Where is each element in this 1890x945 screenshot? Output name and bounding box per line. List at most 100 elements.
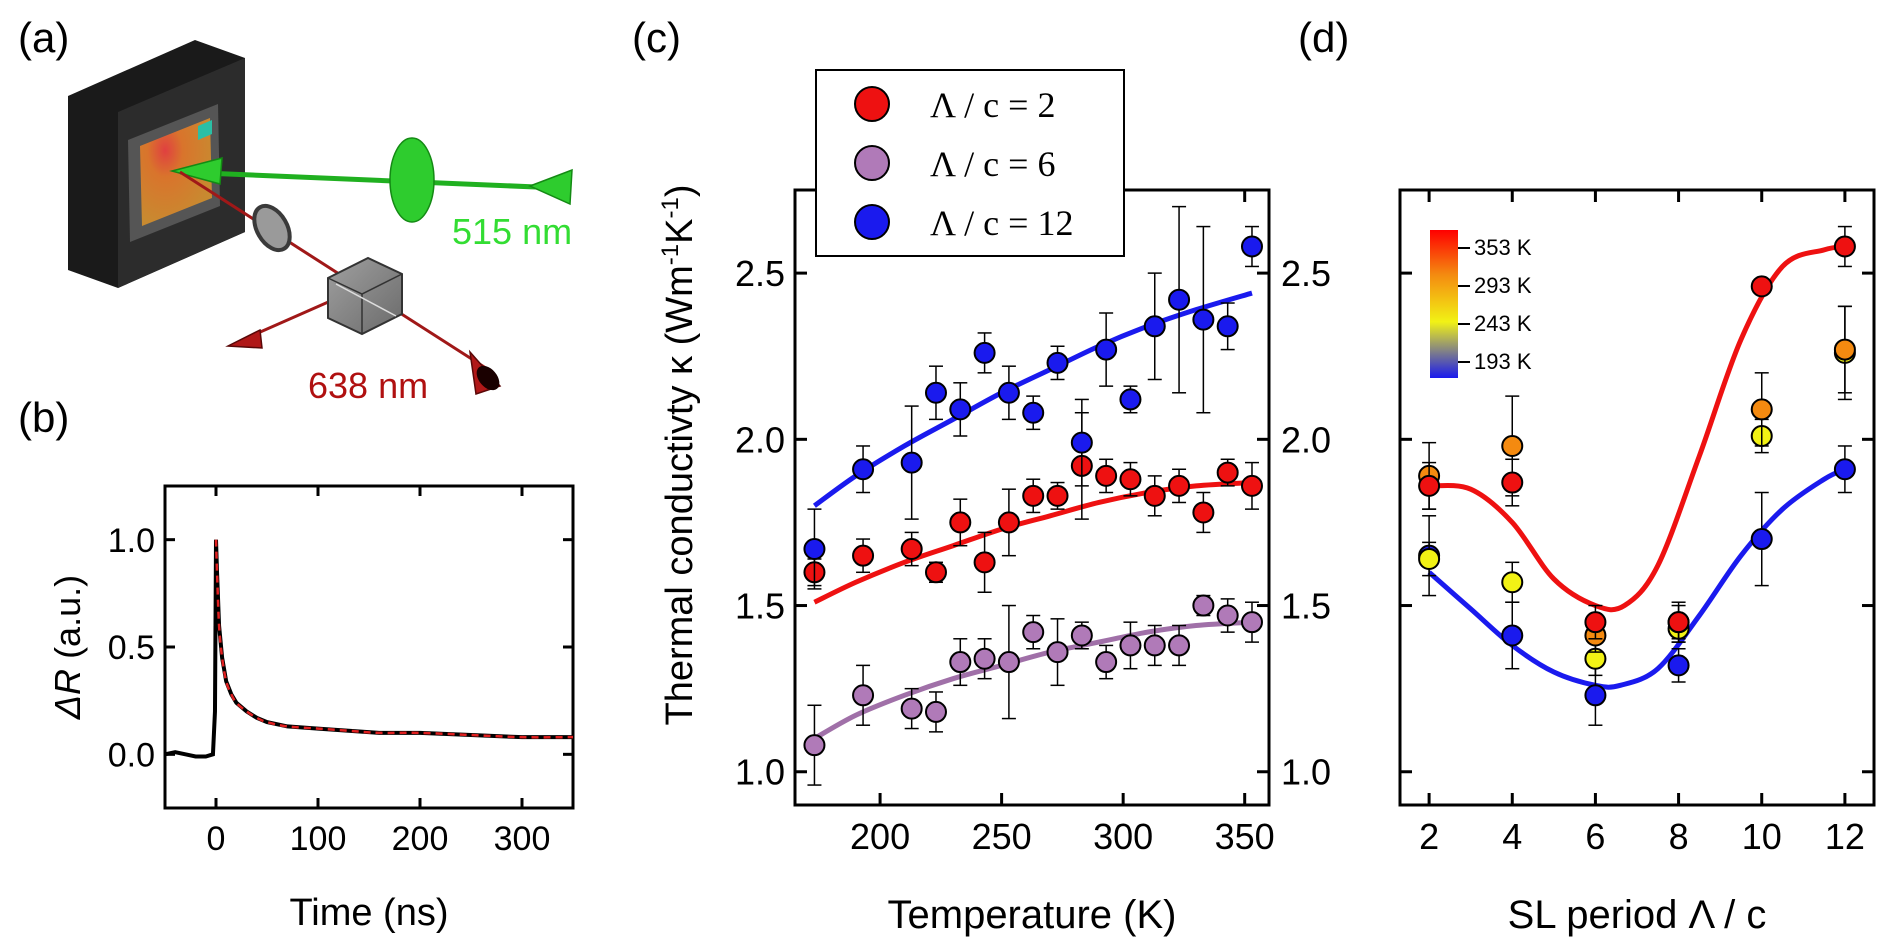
series-red-point [1168, 474, 1191, 497]
series-purple-point [1192, 594, 1215, 617]
setup-schematic: 515 nm 638 nm [68, 40, 573, 406]
legend-label-lc2: Λ / c = 2 [930, 85, 1055, 125]
legend-marker-lc2 [854, 86, 890, 122]
series-blue-point [1216, 315, 1239, 338]
y-tick-label: 0.0 [108, 737, 155, 775]
panel-d-frame [1398, 188, 1876, 807]
probe-wavelength-label: 638 nm [308, 365, 428, 406]
panel-b-ylabel: ΔR (a.u.) [47, 575, 88, 720]
panel-label-c: (c) [632, 14, 681, 61]
series-blue-point [997, 381, 1020, 404]
series-red-point [1418, 474, 1441, 497]
series-purple-point [1119, 634, 1142, 657]
series-blue-point [1022, 401, 1045, 424]
series-blue-point [1168, 288, 1191, 311]
series-red-point [1501, 471, 1524, 494]
series-red-point [1240, 474, 1263, 497]
x-tick-label: 350 [1215, 816, 1275, 857]
series-purple-point [1216, 604, 1239, 627]
series-blue-point [1240, 235, 1263, 258]
x-tick-label: 12 [1825, 816, 1865, 857]
series-red-point [949, 511, 972, 534]
series-blue-point [1070, 431, 1093, 454]
series-red-point [973, 551, 996, 574]
legend-label-lc6: Λ / c = 6 [930, 144, 1055, 184]
series-red-point [852, 544, 875, 567]
series-purple-point [900, 697, 923, 720]
colorbar-label-293: 293 K [1474, 273, 1532, 298]
series-orange-point [1750, 398, 1773, 421]
series-orange-point [1501, 434, 1524, 457]
series-red-point [1216, 461, 1239, 484]
panel-label-d: (d) [1298, 14, 1349, 61]
x-tick-label: 250 [972, 816, 1032, 857]
series-blue-point [1750, 528, 1773, 551]
panel-label-b: (b) [18, 394, 69, 441]
legend-marker-lc6 [854, 145, 890, 181]
series-blue-point [803, 538, 826, 561]
x-tick-label: 0 [207, 820, 226, 858]
series-purple-point [997, 651, 1020, 674]
series-red-point [1095, 464, 1118, 487]
y-tick-label: 1.5 [735, 586, 785, 627]
temperature-colorbar: 353 K 293 K 243 K 193 K [1430, 230, 1532, 378]
series-red-point [997, 511, 1020, 534]
x-tick-label: 300 [494, 820, 551, 858]
panel-c-legend: Λ / c = 2 Λ / c = 6 Λ / c = 12 [815, 69, 1125, 257]
pump-beam [179, 169, 561, 191]
series-blue-point [1501, 624, 1524, 647]
series-red-point [1750, 275, 1773, 298]
colorbar-label-353: 353 K [1474, 235, 1532, 260]
series-blue-point [900, 451, 923, 474]
x-tick-label: 200 [392, 820, 449, 858]
lens-icon [252, 203, 292, 253]
series-blue-point [973, 341, 996, 364]
series-red-point [1833, 235, 1856, 258]
series-purple-point [1095, 651, 1118, 674]
series-purple-point [1046, 641, 1069, 664]
y-tick-label: 2.5 [735, 253, 785, 294]
series-red-point [1119, 468, 1142, 491]
series-blue-point [1143, 315, 1166, 338]
series-purple-point [852, 684, 875, 707]
series-purple-point [1022, 621, 1045, 644]
series-blue-point [949, 398, 972, 421]
x-tick-label: 300 [1093, 816, 1153, 857]
panel-c-ylabel: Thermal conductivty κ (Wm-1K-1) [657, 184, 701, 725]
series-red-point [1143, 484, 1166, 507]
legend-marker-lc12 [854, 204, 890, 240]
fit-line-fit_red [1428, 244, 1846, 613]
series-purple-point [803, 734, 826, 757]
series-red-point [924, 561, 947, 584]
pump-wavelength-label: 515 nm [452, 211, 572, 252]
series-red-point [1667, 611, 1690, 634]
series-orange-point [1833, 338, 1856, 361]
x-tick-label: 10 [1742, 816, 1782, 857]
series-red-point [1022, 484, 1045, 507]
series-red-point [1584, 611, 1607, 634]
panel-d-xlabel: SL period Λ / c [1508, 893, 1767, 937]
y-tick-label-right: 2.0 [1281, 419, 1331, 460]
x-tick-label: 200 [850, 816, 910, 857]
series-blue-point [852, 458, 875, 481]
series-blue-point [1833, 458, 1856, 481]
series-blue-point [1584, 684, 1607, 707]
panel-c-xlabel: Temperature (K) [888, 893, 1177, 937]
transient-fit-dashed-line [214, 539, 574, 739]
legend-label-lc12: Λ / c = 12 [930, 203, 1073, 243]
series-blue-point [1095, 338, 1118, 361]
series-purple-point [1240, 611, 1263, 634]
series-purple-point [1168, 634, 1191, 657]
panel-b-frame [163, 484, 575, 810]
panel-d-period-dependence: 2 4 6 8 10 12 SL period Λ / c 353 K 293 K 243… [1398, 188, 1876, 937]
transient-measured-line [164, 539, 573, 759]
series-purple-point [949, 651, 972, 674]
series-blue-point [1667, 654, 1690, 677]
colorbar-label-193: 193 K [1474, 349, 1532, 374]
series-purple-point [973, 647, 996, 670]
panel-b-reflectivity: 0 100 200 300 0.0 0.5 1.0 Time (ns) ΔR (a.u.) [47, 484, 575, 934]
series-yellow-point [1501, 571, 1524, 594]
series-purple-point [924, 700, 947, 723]
y-tick-label-right: 1.5 [1281, 586, 1331, 627]
x-tick-label: 8 [1669, 816, 1689, 857]
